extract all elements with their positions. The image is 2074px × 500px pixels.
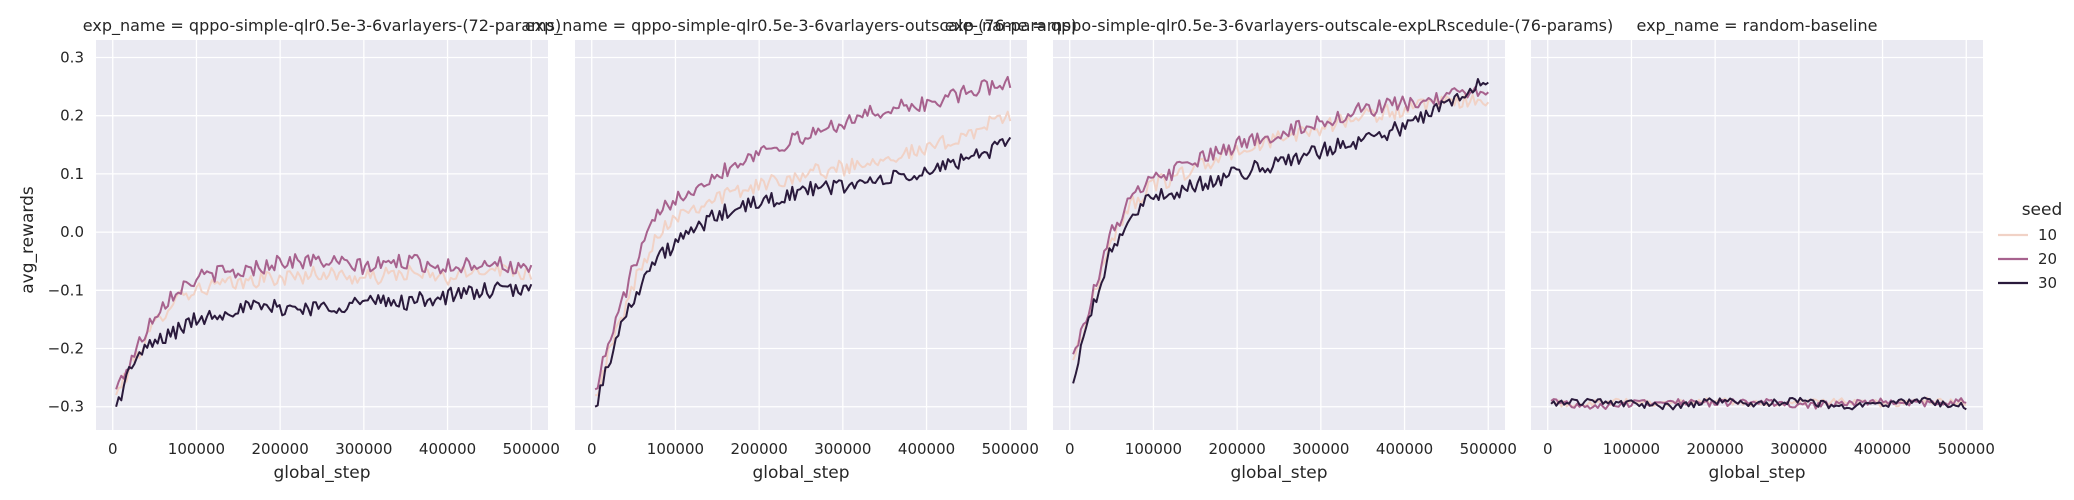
y-tick-label: −0.2	[48, 340, 84, 358]
legend: seed 10 20 30	[1998, 200, 2062, 292]
y-axis-label: avg_rewards	[18, 186, 38, 294]
x-tick-label: 400000	[898, 440, 955, 458]
x-axis-label: global_step	[1230, 463, 1327, 483]
facet-panel-3	[1053, 40, 1505, 430]
legend-label-20: 20	[2038, 250, 2057, 268]
facet-panels: 0 100000 200000 300000 400000 500000 −0.3 −0.2 −…	[48, 16, 1995, 483]
x-tick-label: 200000	[252, 440, 309, 458]
series-line-seed-20	[1072, 86, 1489, 355]
legend-label-30: 30	[2038, 274, 2057, 292]
x-tick-label: 200000	[1209, 440, 1266, 458]
x-tick-label: 400000	[419, 440, 476, 458]
facet-panel-1	[96, 40, 548, 430]
x-tick-label: 100000	[647, 440, 704, 458]
legend-title: seed	[2022, 200, 2063, 220]
x-tick-label: 100000	[1125, 440, 1182, 458]
facet-panel-2	[575, 40, 1027, 430]
x-tick-label: 200000	[731, 440, 788, 458]
x-axis-label: global_step	[273, 463, 370, 483]
x-tick-label: 500000	[503, 440, 560, 458]
legend-label-10: 10	[2038, 226, 2057, 244]
x-tick-label: 0	[1543, 440, 1553, 458]
x-tick-label: 200000	[1687, 440, 1744, 458]
series-line-seed-20	[594, 75, 1012, 391]
y-tick-label: 0.0	[60, 223, 84, 241]
x-tick-label: 500000	[1460, 440, 1517, 458]
x-tick-label: 0	[108, 440, 118, 458]
y-tick-label: 0.1	[60, 165, 84, 183]
x-tick-label: 400000	[1376, 440, 1433, 458]
facet-title: exp_name = random-baseline	[1637, 16, 1878, 36]
series-line-seed-20	[115, 253, 533, 390]
series-line-seed-30	[1550, 396, 1967, 411]
x-tick-label: 300000	[1770, 440, 1827, 458]
x-tick-label: 500000	[1938, 440, 1995, 458]
x-tick-label: 100000	[168, 440, 225, 458]
x-tick-label: 100000	[1603, 440, 1660, 458]
x-tick-label: 0	[1065, 440, 1075, 458]
series-line-seed-30	[1072, 78, 1489, 384]
y-tick-label: 0.2	[60, 107, 84, 125]
series-line-seed-10	[595, 110, 1012, 397]
x-tick-label: 500000	[982, 440, 1039, 458]
y-tick-label: 0.3	[60, 48, 84, 66]
facet-panel-4	[1531, 40, 1983, 430]
x-tick-label: 0	[587, 440, 597, 458]
series-line-seed-30	[115, 281, 533, 407]
x-tick-label: 300000	[1292, 440, 1349, 458]
y-tick-label: −0.3	[48, 398, 84, 416]
x-tick-label: 400000	[1854, 440, 1911, 458]
x-tick-label: 300000	[335, 440, 392, 458]
x-axis-label: global_step	[752, 463, 849, 483]
facet-title: exp_name = qppo-simple-qlr0.5e-3-6varlay…	[945, 16, 1613, 36]
x-tick-label: 300000	[814, 440, 871, 458]
facet-title: exp_name = qppo-simple-qlr0.5e-3-6varlay…	[525, 16, 1077, 36]
y-tick-label: −0.1	[48, 281, 84, 299]
x-axis-label: global_step	[1708, 463, 1805, 483]
series-line-seed-30	[594, 136, 1012, 408]
facet-title: exp_name = qppo-simple-qlr0.5e-3-6varlay…	[83, 16, 561, 36]
